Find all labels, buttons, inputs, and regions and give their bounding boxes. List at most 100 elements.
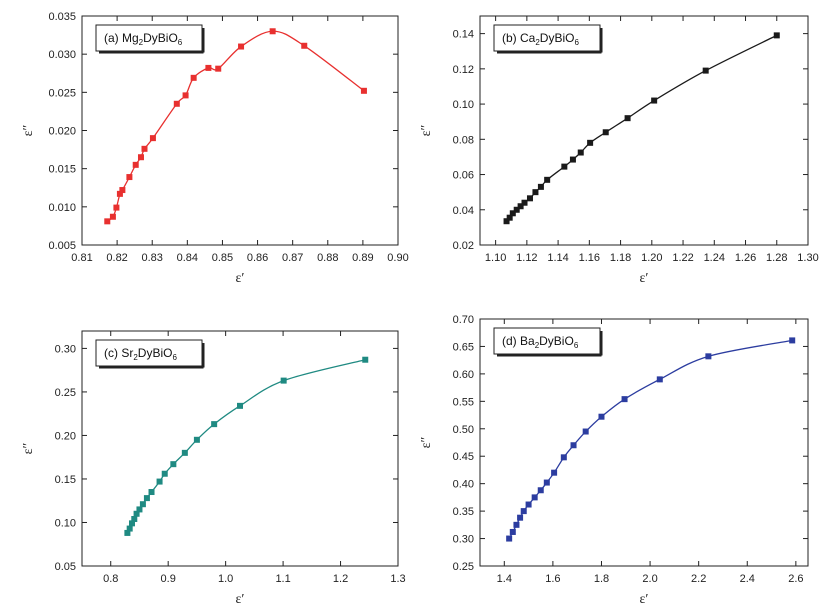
data-point <box>624 115 631 122</box>
x-tick-label: 2.4 <box>740 573 755 585</box>
y-tick-label: 0.65 <box>453 341 474 353</box>
compound-text: DyBiO <box>143 31 178 45</box>
data-point <box>521 199 528 206</box>
y-axis-label: ε″ <box>419 436 434 448</box>
x-tick-label: 0.8 <box>103 573 118 585</box>
data-point <box>128 520 135 527</box>
y-tick-label: 0.35 <box>453 506 474 518</box>
data-point <box>537 183 544 190</box>
compound-text: Sr <box>121 346 133 360</box>
compound-text: DyBiO <box>138 346 173 360</box>
y-tick-label: 0.70 <box>453 314 474 326</box>
data-point <box>360 87 367 94</box>
y-tick-label: 0.25 <box>55 387 76 399</box>
y-tick-label: 0.005 <box>48 240 76 252</box>
y-tick-label: 0.10 <box>55 517 76 529</box>
y-tick-label: 0.030 <box>48 49 76 61</box>
data-point <box>136 506 143 513</box>
y-tick-label: 0.02 <box>453 240 474 252</box>
x-tick-label: 1.4 <box>497 573 512 585</box>
plot-frame <box>81 330 399 567</box>
data-point <box>598 413 605 420</box>
data-point <box>789 337 796 344</box>
x-axis-label: ε′ <box>640 592 649 607</box>
y-tick-label: 0.020 <box>48 126 76 138</box>
y-tick-label: 0.25 <box>453 561 474 573</box>
x-tick-label: 1.30 <box>797 252 818 264</box>
compound-subscript: 2 <box>535 38 540 47</box>
x-tick-label: 1.10 <box>485 252 506 264</box>
data-point <box>569 156 576 163</box>
data-point <box>520 508 527 515</box>
x-tick-label: 2.0 <box>642 573 657 585</box>
data-point <box>205 64 212 71</box>
data-point <box>570 442 577 449</box>
data-point <box>149 135 156 142</box>
data-point <box>132 161 139 168</box>
panel-letter: (c) <box>104 346 121 360</box>
data-point <box>560 454 567 461</box>
legend-label: (d) Ba2DyBiO6 <box>502 334 579 350</box>
y-tick-label: 0.40 <box>453 479 474 491</box>
panel-d: 1.4 1.6 1.8 2.0 2.2 2.4 2.6 0.25 0.30 0.35 0.40 0.4… <box>419 314 809 607</box>
data-point <box>148 489 155 496</box>
y-tick-label: 0.12 <box>453 64 474 76</box>
panel-c: 0.8 0.9 1.0 1.1 1.2 1.3 0.05 0.10 0.15 0.20 0.25 0.… <box>21 330 406 607</box>
data-point <box>113 204 120 211</box>
plot-frame <box>479 15 809 246</box>
legend-box <box>95 24 203 52</box>
x-tick-label: 1.3 <box>390 573 405 585</box>
data-point <box>161 470 168 477</box>
data-point <box>532 189 539 196</box>
data-point <box>587 139 594 146</box>
y-axis-label: ε″ <box>21 124 36 136</box>
x-tick-label: 0.89 <box>352 252 373 264</box>
data-point <box>269 28 276 35</box>
y-tick-label: 0.30 <box>453 534 474 546</box>
compound-text: Ca <box>520 31 536 45</box>
panel-letter: (a) <box>104 31 122 45</box>
data-point <box>602 129 609 136</box>
x-tick-label: 0.88 <box>317 252 338 264</box>
x-tick-label: 0.84 <box>177 252 198 264</box>
y-tick-label: 0.010 <box>48 202 76 214</box>
y-tick-label: 0.08 <box>453 134 474 146</box>
y-axis-label: ε″ <box>419 124 434 136</box>
data-point <box>139 501 146 508</box>
data-point <box>509 528 516 535</box>
data-point <box>137 154 144 161</box>
data-point <box>702 67 709 74</box>
y-tick-label: 0.015 <box>48 164 76 176</box>
compound-subscript: 2 <box>139 38 144 47</box>
x-tick-label: 1.20 <box>641 252 662 264</box>
data-point <box>143 495 150 502</box>
y-tick-label: 0.025 <box>48 87 76 99</box>
y-tick-label: 0.60 <box>453 369 474 381</box>
data-point <box>237 402 243 409</box>
x-tick-label: 0.9 <box>161 573 176 585</box>
x-tick-label: 1.14 <box>547 252 568 264</box>
data-point <box>238 43 245 50</box>
x-tick-label: 0.81 <box>71 252 92 264</box>
data-point <box>211 421 218 428</box>
compound-subscript: 6 <box>178 38 183 47</box>
data-point <box>170 461 177 468</box>
panel-letter: (b) <box>502 31 520 45</box>
x-tick-label: 0.83 <box>142 252 163 264</box>
compound-text: Mg <box>122 31 139 45</box>
x-tick-label: 1.22 <box>672 252 693 264</box>
data-point <box>131 516 138 522</box>
compound-subscript: 2 <box>535 341 540 350</box>
x-tick-label: 2.2 <box>691 573 706 585</box>
data-point <box>517 514 524 521</box>
legend-label: (b) Ca2DyBiO6 <box>502 31 579 47</box>
compound-text: DyBiO <box>540 31 575 45</box>
y-tick-label: 0.45 <box>453 451 474 463</box>
y-tick-label: 0.55 <box>453 396 474 408</box>
data-point <box>503 218 510 225</box>
data-point <box>513 521 520 528</box>
x-tick-label: 1.28 <box>766 252 787 264</box>
x-axis-label: ε′ <box>236 592 245 607</box>
panel-a: 0.81 0.82 0.83 0.84 0.85 0.86 0.87 0.88 0.89 0.90… <box>21 11 409 286</box>
